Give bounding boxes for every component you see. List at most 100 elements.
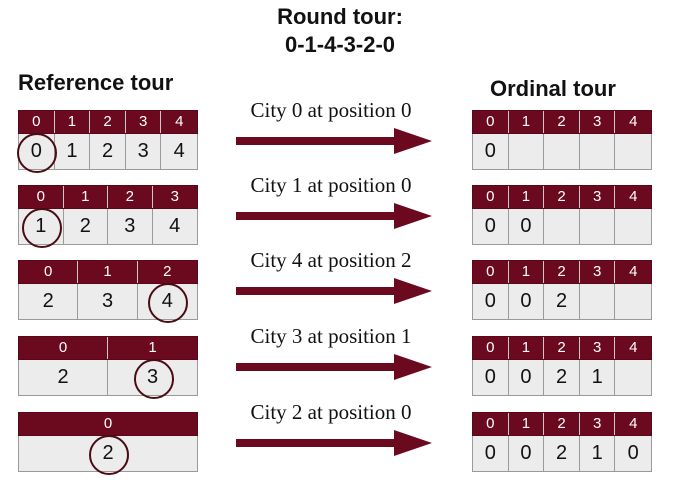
selected-city-circle [17, 132, 58, 173]
reference-value-cell: 3 [108, 209, 153, 244]
ordinal-value-cell: 0 [473, 209, 509, 244]
selected-city-circle [89, 434, 129, 475]
reference-value-cell: 2 [19, 434, 197, 475]
ordinal-value-text: 0 [484, 290, 496, 312]
reference-value-cell: 0 [17, 132, 58, 173]
ordinal-tour-heading: Ordinal tour [490, 76, 616, 101]
ordinal-value-text: 2 [555, 442, 568, 464]
ordinal-value-cell: 0 [473, 360, 509, 395]
ordinal-value-row: 0 0 2 1 [472, 360, 652, 396]
reference-value-text: 3 [137, 140, 149, 162]
ordinal-position-label: 3 [580, 337, 616, 359]
ordinal-value-cell: 1 [580, 360, 616, 395]
reference-position-label: 2 [163, 263, 172, 280]
ordinal-position-label: 4 [629, 188, 638, 205]
step-arrow [236, 128, 432, 154]
reference-position-label: 0 [19, 261, 79, 283]
ordinal-position-label: 4 [629, 415, 638, 432]
ordinal-position-label: 4 [629, 263, 638, 280]
ordinal-value-text: 0 [627, 442, 639, 464]
step-arrow [236, 354, 432, 380]
ordinal-value-row: 0 [472, 134, 652, 170]
ordinal-value-cell [509, 134, 545, 169]
ordinal-value-cell: 0 [509, 209, 545, 244]
reference-value-row: 2 [18, 434, 198, 475]
ordinal-value-text: 0 [484, 140, 496, 162]
reference-value-text: 3 [124, 215, 136, 237]
reference-value-cell: 4 [153, 209, 197, 244]
ordinal-position-label: 2 [544, 186, 580, 208]
ordinal-position-label: 4 [629, 339, 638, 356]
ordinal-value-cell [615, 284, 651, 319]
reference-position-label: 3 [126, 111, 162, 133]
reference-value-cell: 3 [126, 134, 162, 169]
ordinal-value-text: 2 [555, 290, 568, 312]
ordinal-value-text: 0 [520, 215, 532, 237]
step-label: City 1 at position 0 [250, 173, 412, 197]
ordinal-position-label: 2 [544, 261, 580, 283]
step-arrow-shape [236, 354, 432, 380]
ordinal-position-label: 2 [544, 111, 580, 133]
reference-position-label: 2 [90, 111, 126, 133]
ordinal-position-label: 2 [544, 413, 580, 435]
reference-tour-heading: Reference tour [18, 70, 174, 95]
ordinal-value-text: 2 [555, 366, 568, 388]
step-arrow-shape [236, 430, 432, 456]
ordinal-value-cell: 0 [473, 284, 509, 319]
ordinal-value-cell [615, 360, 651, 395]
reference-position-label: 0 [19, 337, 108, 359]
reference-value-cell: 4 [138, 282, 197, 323]
step-arrow [236, 430, 432, 456]
ordinal-value-text: 0 [484, 442, 496, 464]
ordinal-position-label: 2 [544, 337, 580, 359]
reference-value-cell: 2 [90, 134, 126, 169]
ordinal-value-cell [580, 134, 616, 169]
ordinal-value-cell: 1 [580, 436, 616, 471]
ordinal-value-cell [615, 134, 651, 169]
reference-position-label: 0 [19, 111, 55, 133]
reference-value-text: 2 [101, 140, 114, 162]
reference-value-row: 2 3 4 [18, 282, 198, 323]
step-arrow-shape [236, 278, 432, 304]
ordinal-position-label: 3 [580, 261, 616, 283]
reference-position-label: 1 [78, 261, 138, 283]
step-label: City 3 at position 1 [250, 324, 412, 348]
reference-position-label: 1 [55, 111, 91, 133]
ordinal-value-text: 0 [520, 366, 532, 388]
reference-value-cell: 2 [19, 360, 108, 395]
step-label: City 0 at position 0 [250, 98, 412, 122]
ordinal-position-label: 1 [509, 186, 545, 208]
ordinal-value-text: 0 [520, 442, 532, 464]
ordinal-position-label: 1 [509, 337, 545, 359]
ordinal-value-cell [615, 209, 651, 244]
step-label: City 4 at position 2 [250, 248, 412, 272]
reference-value-text: 3 [101, 290, 114, 312]
reference-position-label: 4 [175, 113, 184, 130]
ordinal-position-label: 0 [473, 111, 509, 133]
ordinal-value-text: 1 [591, 442, 603, 464]
ordinal-value-cell [544, 209, 580, 244]
reference-position-label: 3 [170, 188, 179, 205]
reference-value-cell: 3 [78, 284, 138, 319]
ordinal-position-label: 1 [509, 111, 545, 133]
diagram-title-line2: 0-1-4-3-2-0 [284, 32, 396, 57]
selected-city-circle [148, 282, 189, 323]
reference-value-text: 4 [173, 140, 185, 162]
ordinal-value-row: 0 0 2 1 0 [472, 436, 652, 472]
